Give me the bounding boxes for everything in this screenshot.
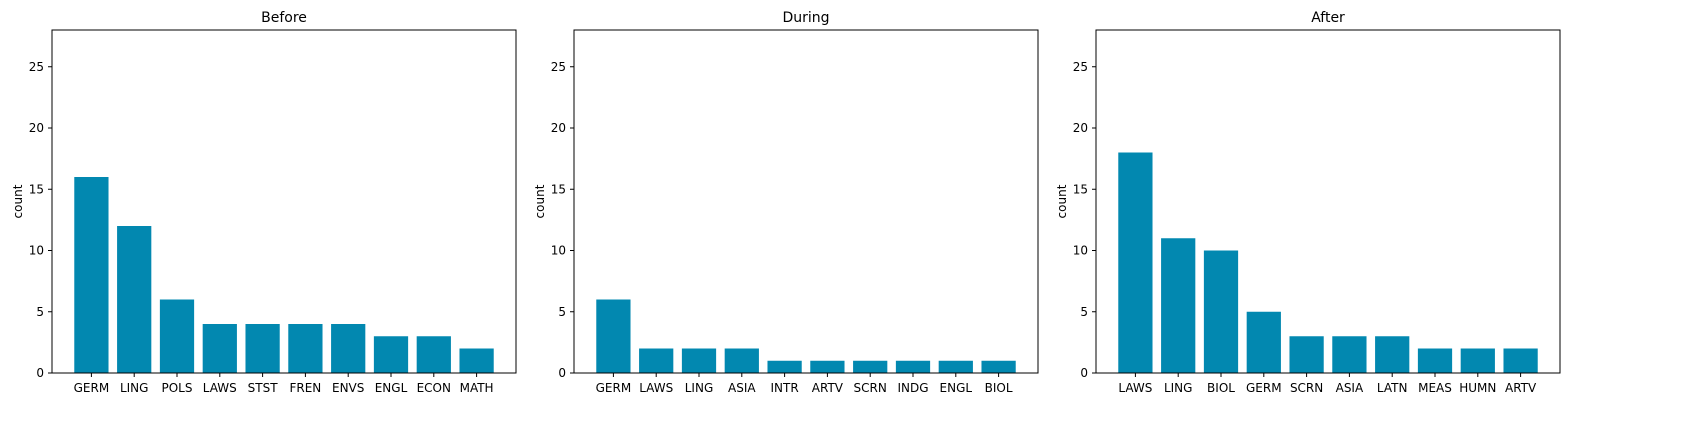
axes-frame (573, 29, 1039, 374)
y-tick-label: 5 (1080, 305, 1088, 319)
bar-laws (639, 348, 674, 373)
y-tick-label: 0 (1080, 366, 1088, 380)
x-tick-label: LAWS (203, 381, 237, 395)
bar-asia (1332, 336, 1367, 373)
x-tick-label: ARTV (1505, 381, 1537, 395)
bar-scrn (853, 360, 888, 373)
y-axis-label: count (533, 184, 547, 218)
x-tick-label: GERM (1246, 381, 1282, 395)
x-tick-label: GERM (74, 381, 110, 395)
y-tick-label: 0 (36, 366, 44, 380)
bar-scrn (1289, 336, 1324, 373)
bar-math (459, 348, 494, 373)
x-tick-label: MEAS (1418, 381, 1452, 395)
chart-title: During (782, 10, 829, 26)
bar-indg (895, 360, 931, 373)
bar-fren (288, 324, 323, 373)
y-tick-label: 20 (551, 121, 566, 135)
x-tick-label: MATH (460, 381, 494, 395)
x-tick-label: LING (120, 381, 149, 395)
y-tick-label: 20 (29, 121, 44, 135)
y-axis-label: count (1055, 184, 1069, 218)
y-tick-label: 10 (1073, 244, 1088, 258)
y-axis-label: count (11, 184, 25, 218)
chart-title: After (1311, 10, 1345, 26)
bar-germ (596, 299, 631, 373)
bar-engl (938, 360, 973, 373)
chart-panel-1: GERM LING POLS LAWS STST FREN ENVS ENGL ECON MATH… (11, 10, 517, 395)
x-tick-label: BIOL (1207, 381, 1235, 395)
x-tick-label: INDG (897, 381, 928, 395)
chart-panel-2: GERM LAWS LING ASIA INTR ARTV SCRN INDG ENGL BIOL… (533, 10, 1039, 395)
x-tick-label: STST (248, 381, 279, 395)
x-tick-label: SCRN (1290, 381, 1323, 395)
y-tick-label: 15 (1073, 182, 1088, 196)
axes-frame (51, 29, 517, 374)
x-tick-label: ECON (417, 381, 451, 395)
x-tick-label: POLS (162, 381, 193, 395)
bar-envs (331, 324, 366, 373)
y-tick-label: 10 (551, 244, 566, 258)
x-tick-label: LING (685, 381, 714, 395)
bar-latn (1375, 336, 1410, 373)
y-tick-label: 25 (29, 60, 44, 74)
bar-asia (724, 348, 759, 373)
bar-germ (74, 177, 109, 373)
y-tick-label: 15 (551, 182, 566, 196)
y-tick-label: 5 (36, 305, 44, 319)
y-tick-label: 15 (29, 182, 44, 196)
chart-panel-3: LAWS LING BIOL GERM SCRN ASIA LATN MEAS HUMN ARTV… (1055, 10, 1561, 395)
x-tick-label: HUMN (1459, 381, 1496, 395)
x-tick-label: LING (1164, 381, 1193, 395)
bar-laws (202, 324, 237, 373)
bar-artv (810, 360, 845, 373)
x-tick-label: GERM (596, 381, 632, 395)
bar-stst (245, 324, 280, 373)
x-tick-label: SCRN (854, 381, 887, 395)
y-tick-label: 10 (29, 244, 44, 258)
chart-title: Before (261, 10, 307, 26)
bar-humn (1460, 348, 1495, 373)
bar-biol (1203, 250, 1239, 373)
bar-ling (681, 348, 717, 373)
y-tick-label: 20 (1073, 121, 1088, 135)
x-tick-label: ASIA (1336, 381, 1364, 395)
x-tick-label: ENVS (332, 381, 364, 395)
x-tick-label: ENGL (940, 381, 973, 395)
bar-artv (1503, 348, 1538, 373)
bar-meas (1417, 348, 1453, 373)
bar-intr (767, 360, 802, 373)
bar-pols (159, 299, 195, 373)
bar-germ (1246, 311, 1281, 373)
x-tick-label: ENGL (375, 381, 408, 395)
bar-engl (373, 336, 409, 373)
x-tick-label: LATN (1377, 381, 1408, 395)
x-tick-label: ARTV (812, 381, 844, 395)
axes-frame (1095, 29, 1561, 374)
x-tick-label: BIOL (985, 381, 1013, 395)
bar-laws (1118, 152, 1153, 373)
bar-ling (1161, 238, 1196, 373)
x-tick-label: FREN (289, 381, 321, 395)
bar-econ (416, 336, 451, 373)
x-tick-label: ASIA (728, 381, 756, 395)
x-tick-label: LAWS (639, 381, 673, 395)
y-tick-label: 5 (558, 305, 566, 319)
y-tick-label: 0 (558, 366, 566, 380)
x-tick-label: INTR (771, 381, 799, 395)
y-tick-label: 25 (551, 60, 566, 74)
x-tick-label: LAWS (1118, 381, 1152, 395)
bar-ling (117, 226, 152, 373)
y-tick-label: 25 (1073, 60, 1088, 74)
bar-biol (981, 360, 1016, 373)
